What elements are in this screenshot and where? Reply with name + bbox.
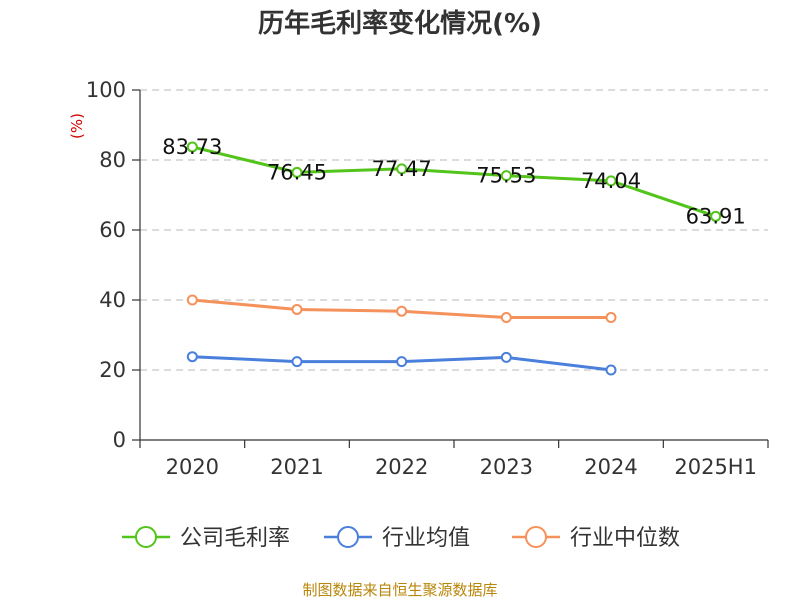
data-point [500, 170, 512, 182]
data-label: 75.53 [476, 164, 536, 188]
y-tick-label: 0 [113, 428, 126, 452]
data-point [291, 303, 303, 315]
data-label: 76.45 [267, 160, 327, 184]
data-labels: 83.73 76.45 77.47 75.53 74.04 63.91 [162, 135, 745, 228]
data-label: 77.47 [372, 157, 432, 181]
data-point [710, 210, 722, 222]
legend-marker [337, 526, 359, 548]
legend-item: 公司毛利率 [122, 526, 290, 551]
data-point [605, 312, 617, 323]
legend: 公司毛利率 行业均值 行业中位数 [122, 526, 680, 551]
data-point [186, 351, 198, 363]
data-label: 63.91 [686, 204, 746, 228]
legend-label: 行业中位数 [570, 526, 680, 551]
data-point [605, 175, 617, 187]
data-point [291, 356, 303, 368]
data-point [396, 163, 408, 175]
data-point [186, 294, 198, 306]
y-tick-label: 40 [99, 288, 126, 312]
y-axis-unit: (%) [68, 113, 86, 139]
y-tick-label: 60 [99, 218, 126, 242]
data-label: 83.73 [162, 135, 222, 159]
chart-title: 历年毛利率变化情况(%) [258, 8, 542, 39]
series-layer [186, 141, 722, 376]
data-label: 74.04 [581, 169, 641, 193]
x-tick-label: 2020 [166, 455, 219, 479]
series-1 [186, 351, 617, 376]
y-tick-label: 20 [99, 358, 126, 382]
grid-lines [140, 89, 768, 371]
legend-item: 行业中位数 [512, 526, 680, 551]
data-point [500, 312, 512, 323]
data-point [186, 141, 198, 153]
x-tick-label: 2021 [270, 455, 323, 479]
series-0 [186, 141, 722, 222]
x-tick-label: 2024 [584, 455, 637, 479]
data-point [396, 356, 408, 368]
data-point [291, 166, 303, 178]
x-tick-label: 2025H1 [674, 455, 757, 479]
legend-label: 行业均值 [382, 526, 470, 551]
x-tick-label: 2022 [375, 455, 428, 479]
source-note: 制图数据来自恒生聚源数据库 [302, 581, 497, 599]
x-tick-label: 2023 [480, 455, 533, 479]
legend-label: 公司毛利率 [180, 526, 290, 551]
legend-item: 行业均值 [324, 526, 470, 551]
legend-marker [525, 526, 547, 548]
y-tick-label: 100 [86, 78, 126, 102]
data-point [500, 351, 512, 363]
series-2 [186, 294, 617, 323]
axes: 0 20 40 60 80 100 2020 2021 2022 2023 2024 2025H1 [86, 78, 769, 479]
data-point [605, 364, 617, 376]
legend-marker [135, 526, 157, 548]
y-tick-label: 80 [99, 148, 126, 172]
series-line [191, 145, 717, 218]
data-point [396, 305, 408, 317]
